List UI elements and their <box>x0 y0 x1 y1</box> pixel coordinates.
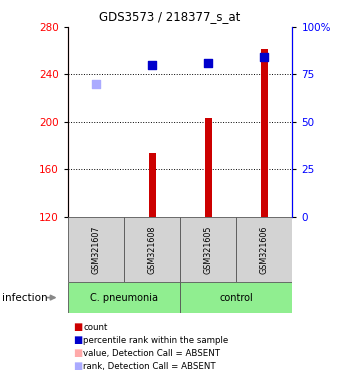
Bar <box>68 217 124 282</box>
Text: infection: infection <box>2 293 47 303</box>
Text: GSM321608: GSM321608 <box>148 225 157 274</box>
Text: rank, Detection Call = ABSENT: rank, Detection Call = ABSENT <box>83 362 216 371</box>
Text: C. pneumonia: C. pneumonia <box>90 293 158 303</box>
Bar <box>180 217 236 282</box>
Bar <box>261 50 268 217</box>
Point <box>150 62 155 68</box>
Text: ■: ■ <box>73 361 82 371</box>
Text: GDS3573 / 218377_s_at: GDS3573 / 218377_s_at <box>99 10 241 23</box>
Point <box>93 81 99 87</box>
Bar <box>124 217 180 282</box>
Bar <box>205 118 212 217</box>
Bar <box>236 217 292 282</box>
Point <box>262 54 267 60</box>
Bar <box>149 153 156 217</box>
Text: ■: ■ <box>73 322 82 332</box>
Bar <box>180 282 292 313</box>
Text: GSM321607: GSM321607 <box>91 225 101 274</box>
Text: GSM321606: GSM321606 <box>260 225 269 274</box>
Text: GSM321605: GSM321605 <box>204 225 213 274</box>
Text: ■: ■ <box>73 335 82 345</box>
Text: percentile rank within the sample: percentile rank within the sample <box>83 336 228 345</box>
Text: ■: ■ <box>73 348 82 358</box>
Bar <box>68 282 180 313</box>
Point <box>205 60 211 66</box>
Text: value, Detection Call = ABSENT: value, Detection Call = ABSENT <box>83 349 220 358</box>
Text: count: count <box>83 323 108 332</box>
Text: control: control <box>219 293 253 303</box>
